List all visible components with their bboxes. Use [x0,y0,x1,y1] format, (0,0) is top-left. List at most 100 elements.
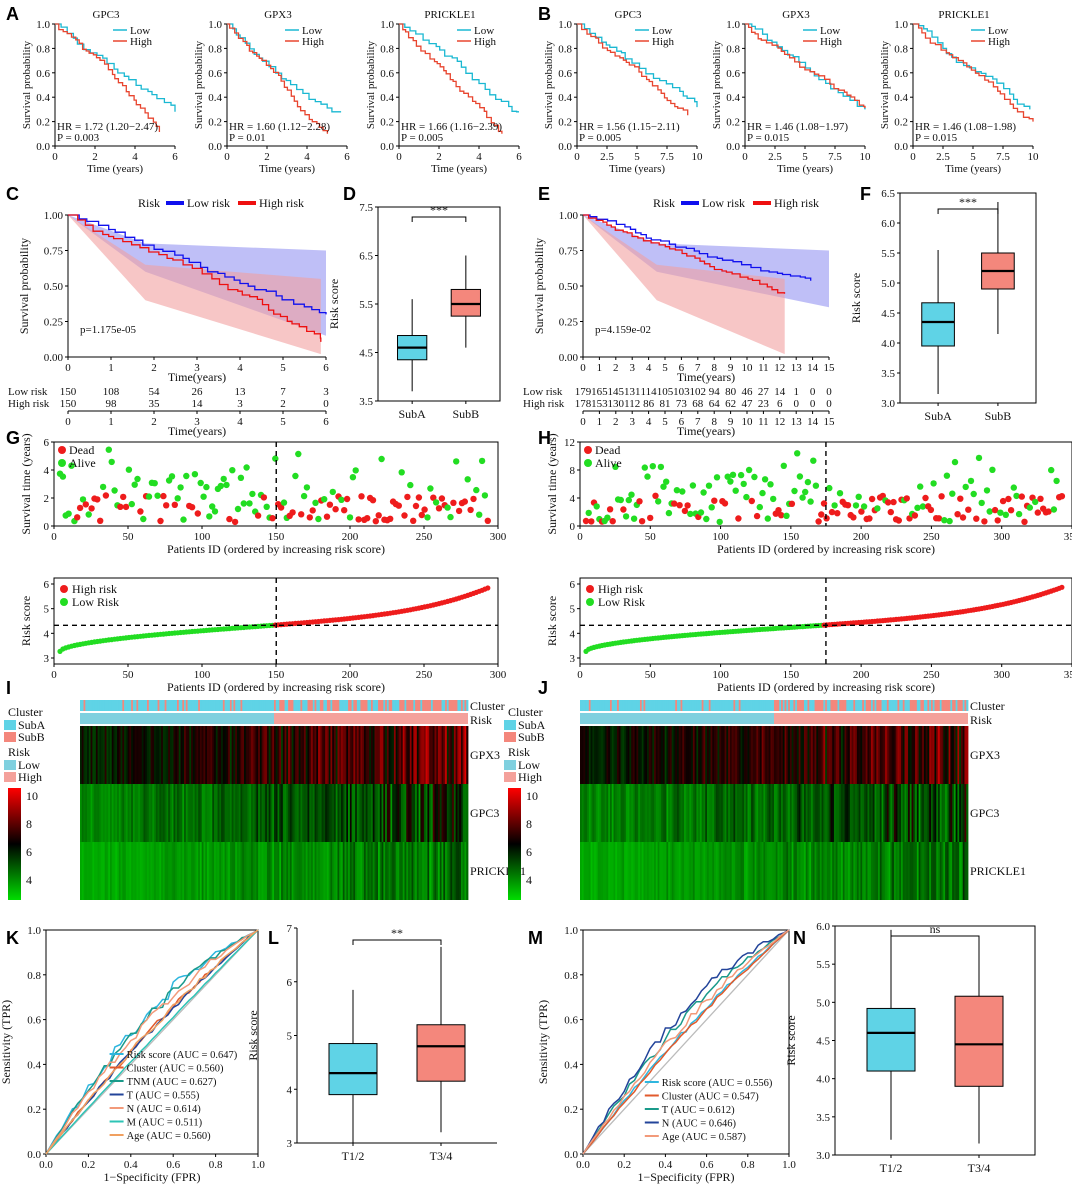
plot-title: PRICKLE1 [938,9,989,21]
cluster-subA-cell [805,700,808,711]
cluster-subA-cell [139,700,143,711]
heatmap-cell [240,784,243,842]
heatmap-cell [139,784,143,842]
x-axis-label: Time (years) [777,163,833,175]
heatmap-cell [148,726,151,784]
heatmap-cell [194,726,197,784]
heatmap-cell [325,842,328,900]
heatmap-cell [196,842,199,900]
cluster-bar [580,700,969,711]
heatmap-cell [927,784,930,842]
alive-point [770,495,777,503]
heatmap-cell [311,842,314,900]
dead-point [341,507,348,514]
x-tick-label: 7.5 [828,151,842,163]
alive-point [432,499,440,506]
heatmap-cell [925,784,928,842]
heatmap-cell [680,842,683,900]
dead-point [844,502,852,509]
risk-table-high-count: 62 [725,398,736,410]
heatmap-cell [228,842,231,900]
heatmap-cell [258,726,261,784]
risk-table-high-count: 6 [777,398,783,410]
risk-table-tick: 4 [237,416,243,428]
heatmap-cell [809,784,812,842]
alive-point [234,505,242,513]
heatmap-cell [706,842,710,900]
risk-table-low-count: 3 [323,386,329,398]
alive-point [329,488,336,496]
legend-low-dot [586,598,594,606]
cluster-subA-cell [955,700,958,711]
heatmap-cell [429,842,432,900]
heatmap-cell [712,784,715,842]
y-tick-label: 1.0 [726,19,740,31]
x-tick-label: 8 [711,362,717,374]
heatmap-cell [966,784,969,842]
heatmap-cell [226,784,229,842]
alive-point [759,489,766,497]
risk-table-low-count: 54 [149,386,161,398]
cluster-subB-cell [408,700,411,711]
x-tick-label: 0.0 [576,1159,590,1171]
x-tick-label: 14 [807,362,819,374]
alive-point [1050,506,1058,513]
cluster-subA-cell [871,700,874,711]
alive-point [831,502,838,509]
heatmap-cell [328,726,331,784]
heatmap-cell [775,842,778,900]
heatmap-cell [706,784,710,842]
heatmap-cell [228,784,231,842]
heatmap-cell [802,726,805,784]
cluster-subA-cell [828,700,831,711]
heatmap-cell [655,842,658,900]
heatmap-cell [423,842,427,900]
heatmap-cell [425,726,428,784]
heatmap-cell [758,726,761,784]
heatmap-cell [909,784,912,842]
heatmap-cell [416,726,420,784]
alive-point [211,508,219,515]
heatmap-cell [132,842,136,900]
cluster-subB-cell [360,700,363,711]
risk-table-tick: 2 [151,416,157,428]
high-risk-curve [583,214,786,294]
heatmap-cell [185,726,188,784]
heatmap-cell [453,842,457,900]
legend-high-dot [586,585,594,593]
heatmap-cell [798,784,801,842]
heatmap-cell [145,784,148,842]
heatmap-cell [83,842,86,900]
heatmap-cell [858,784,861,842]
cluster-subB-cell [321,700,324,711]
heatmap-cell [738,784,741,842]
heatmap-cell [376,726,379,784]
x-tick-label: 5 [662,362,668,374]
heatmap-cell [222,726,226,784]
heatmap-cell [629,784,632,842]
cluster-subA-cell [698,700,701,711]
alive-point [1002,511,1009,518]
roc-curve [582,929,790,1155]
heatmap-cell [125,784,129,842]
heatmap-cell [673,784,676,842]
heatmap-cell [392,726,395,784]
y-tick-label: 0.2 [36,117,50,129]
x-tick-label: 100 [712,669,729,681]
heatmap-cell [143,784,146,842]
heatmap-cell [383,842,386,900]
heatmap-cell [692,784,696,842]
heatmap-cell [784,784,787,842]
cluster-subA-cell [169,700,173,711]
heatmap-cell [148,842,151,900]
heatmap-cell [685,784,688,842]
cluster-subA-cell [249,700,252,711]
alive-point [756,503,763,511]
heatmap-cell [803,784,807,842]
heatmap-cell [863,842,867,900]
heatmap-cell [420,842,423,900]
y-tick-label: 0.0 [894,141,908,153]
heatmap-cell [661,842,664,900]
heatmap-cell [335,784,338,842]
cluster-subA-cell [735,700,738,711]
